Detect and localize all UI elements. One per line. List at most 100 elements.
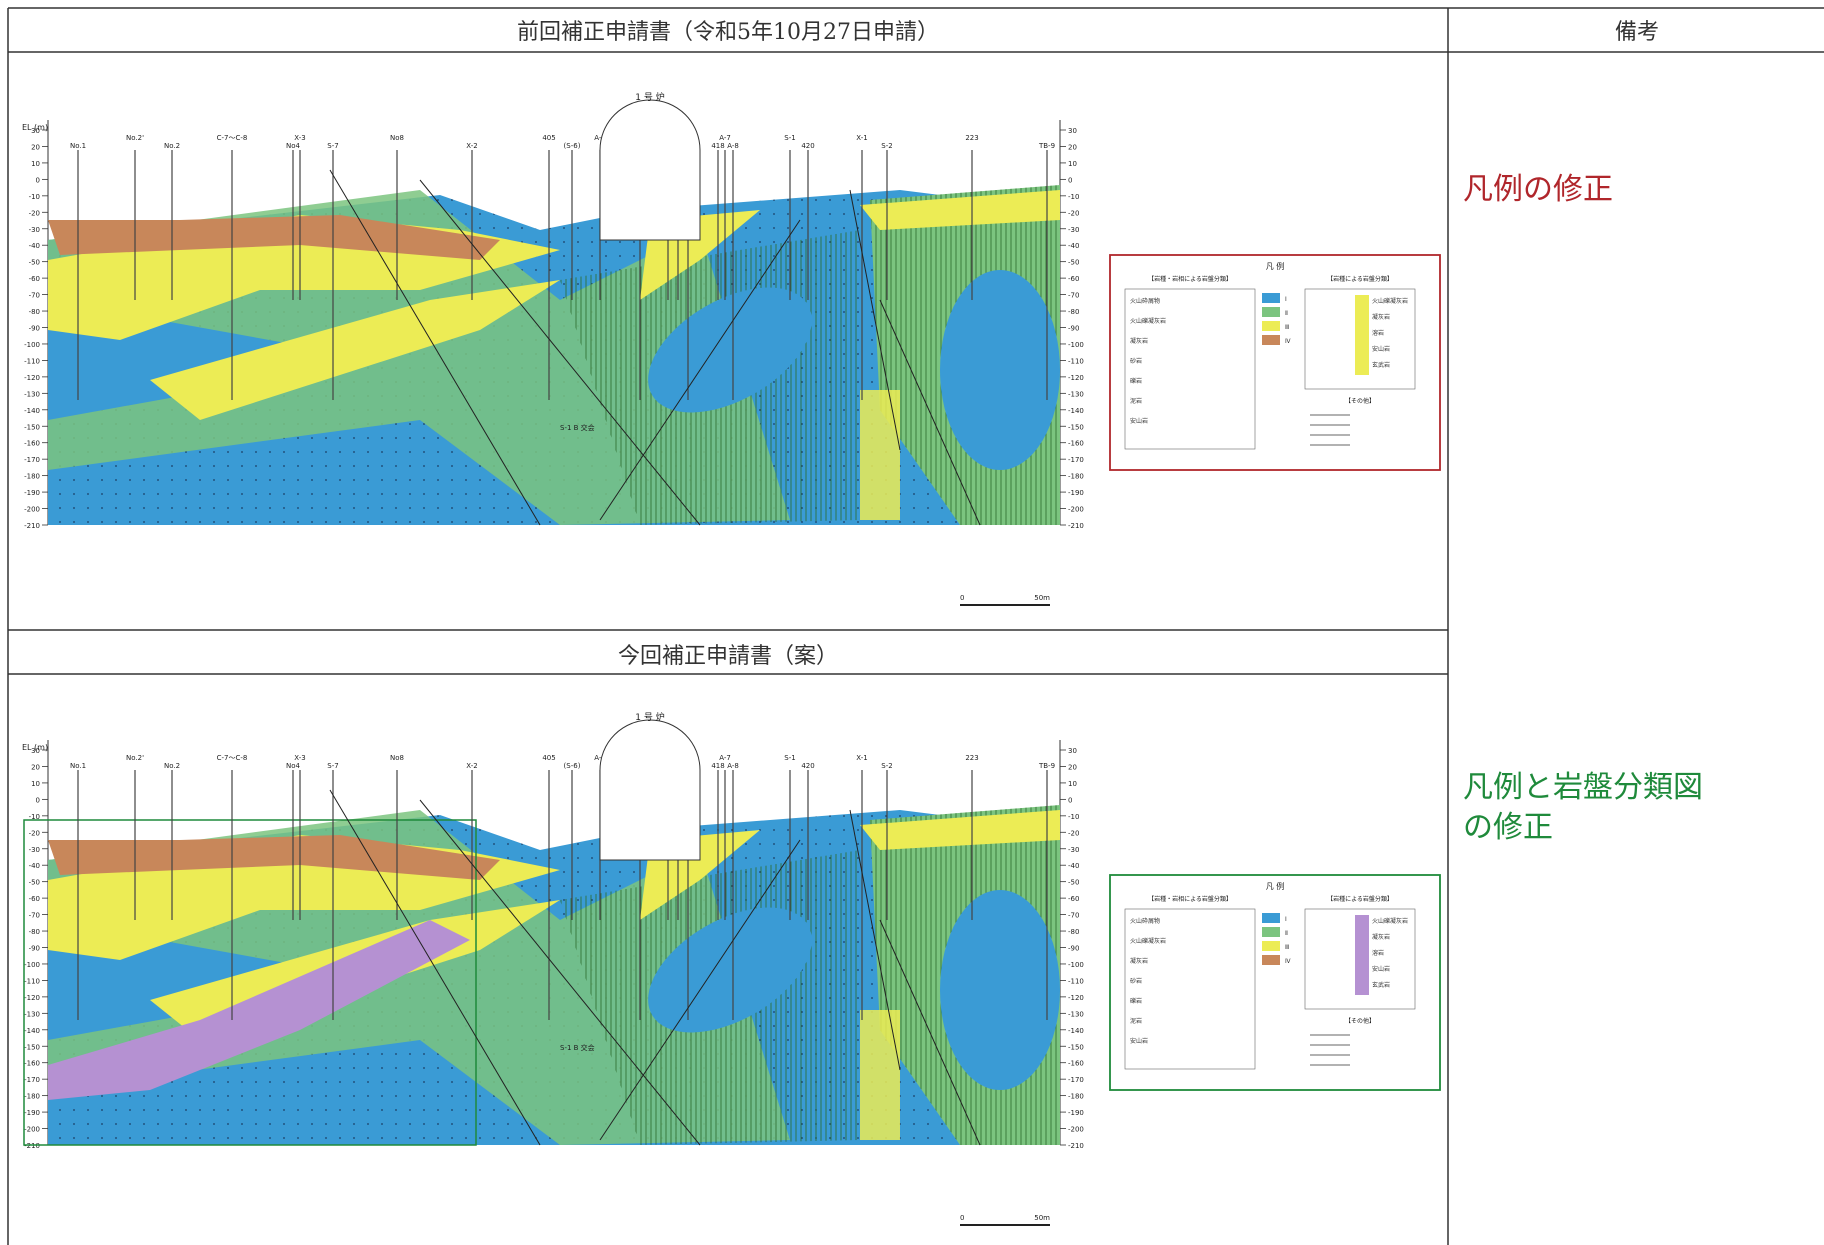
elevation-label-left: -160 — [24, 1060, 40, 1068]
remarks-header: 備考 — [1614, 20, 1659, 45]
borehole-label: X-2 — [466, 762, 477, 770]
elevation-label-right: -200 — [1068, 506, 1084, 514]
legend-row: 火山礫凝灰岩 — [1372, 917, 1408, 925]
elevation-label-right: -30 — [1068, 846, 1079, 854]
legend-row: 火山礫凝灰岩 — [1372, 297, 1408, 305]
elevation-label-right: -50 — [1068, 879, 1079, 887]
rock-class-purple — [48, 920, 470, 1100]
rock-class-yellow-strip — [860, 1010, 900, 1140]
elevation-label-left: -160 — [24, 440, 40, 448]
intersection-label: S-1 B 交会 — [560, 423, 595, 432]
legend-row: 泥岩 — [1130, 397, 1142, 405]
elevation-label-right: -50 — [1068, 259, 1079, 267]
elevation-label-left: -60 — [29, 275, 40, 283]
elevation-label-left: -190 — [24, 489, 40, 497]
legend-left-table — [1124, 288, 1256, 450]
elevation-label-left: -20 — [29, 209, 40, 217]
elevation-label-left: -180 — [24, 1093, 40, 1101]
legend-swatch-label: Ⅲ — [1285, 324, 1289, 331]
elevation-label-right: 30 — [1068, 747, 1077, 755]
borehole-label: No.2 — [164, 762, 180, 770]
legend-row: 安山岩 — [1130, 1037, 1148, 1045]
borehole-label: 418 — [711, 762, 724, 770]
rock-class-yellow-top — [860, 190, 1060, 230]
remark-legend-correction: 凡例の修正 — [1463, 172, 1613, 207]
elevation-label-right: -210 — [1068, 1142, 1084, 1150]
elevation-label-right: 30 — [1068, 127, 1077, 135]
legend-other-heading: 【その他】 — [1345, 397, 1375, 405]
elevation-label-right: -180 — [1068, 473, 1084, 481]
legend-row: 凝灰岩 — [1130, 957, 1148, 965]
rock-class-yellow-band — [150, 280, 560, 420]
elevation-label-left: -140 — [24, 1027, 40, 1035]
legend-row: 礫岩 — [1130, 377, 1142, 385]
elevation-label-right: -110 — [1068, 977, 1084, 985]
elevation-label-right: -80 — [1068, 308, 1079, 316]
elevation-label-right: 20 — [1068, 763, 1077, 771]
intersection-label: S-1 B 交会 — [560, 1043, 595, 1052]
legend-row: 安山岩 — [1372, 345, 1390, 353]
elevation-label-right: -130 — [1068, 1010, 1084, 1018]
elevation-label-right: -60 — [1068, 895, 1079, 903]
reactor-building — [599, 719, 701, 861]
elevation-label-left: -120 — [24, 994, 40, 1002]
rock-class-blue-lens — [48, 300, 380, 420]
elevation-label-right: -190 — [1068, 489, 1084, 497]
borehole-label: No.1 — [70, 142, 86, 150]
elevation-label-left: 20 — [31, 143, 40, 151]
borehole-label: S-7 — [327, 142, 338, 150]
reactor-building — [599, 99, 701, 241]
legend-swatch — [1262, 913, 1280, 923]
scale-end: 50m — [1034, 594, 1050, 602]
elevation-label-left: -80 — [29, 928, 40, 936]
borehole-label: 405 — [542, 134, 555, 142]
rock-class-green — [48, 190, 790, 525]
legend-row: 溶岩 — [1372, 329, 1384, 337]
elevation-label-left: -90 — [29, 325, 40, 333]
elevation-label-left: -110 — [24, 977, 40, 985]
borehole-label: C-7～C-8 — [217, 134, 248, 142]
elevation-label-right: 0 — [1068, 176, 1072, 184]
elevation-label-right: -180 — [1068, 1093, 1084, 1101]
legend-right-heading: 【岩種による岩盤分類】 — [1327, 275, 1393, 283]
elevation-label-left: -200 — [24, 1126, 40, 1134]
borehole-label: X-1 — [856, 134, 867, 142]
borehole-label: (S-6) — [564, 762, 581, 770]
elevation-label-right: -70 — [1068, 292, 1079, 300]
legend-row: 玄武岩 — [1372, 361, 1390, 369]
legend-swatch-label: Ⅳ — [1285, 958, 1291, 965]
rock-class-yellow-east — [640, 830, 760, 920]
borehole-label: 411 — [681, 754, 694, 762]
elevation-label-right: -130 — [1068, 390, 1084, 398]
borehole-label: 223 — [965, 134, 978, 142]
borehole-label: No.2' — [126, 754, 144, 762]
elevation-label-left: -180 — [24, 473, 40, 481]
borehole-label: A-2 — [594, 134, 606, 142]
borehole-label: S-2 — [881, 762, 892, 770]
elevation-label-right: -40 — [1068, 242, 1079, 250]
legend-right-heading: 【岩種による岩盤分類】 — [1327, 895, 1393, 903]
elevation-label-right: -150 — [1068, 1043, 1084, 1051]
legend-right-table — [1304, 908, 1416, 1010]
legend-row: 泥岩 — [1130, 1017, 1142, 1025]
rock-class-blue-oval-2 — [648, 287, 812, 413]
elevation-label-right: -20 — [1068, 209, 1079, 217]
legend-row: 安山岩 — [1372, 965, 1390, 973]
rock-class-blue-lens — [48, 920, 380, 1040]
elevation-label-left: -170 — [24, 1076, 40, 1084]
legend-swatch — [1262, 335, 1280, 345]
borehole-label: A-2 — [594, 754, 606, 762]
rock-class-green — [48, 810, 790, 1145]
legend-box — [1109, 874, 1441, 1091]
borehole-label: A-8 — [727, 142, 739, 150]
elevation-label-left: -30 — [29, 226, 40, 234]
fault-line — [419, 799, 701, 1146]
rock-class-orange — [48, 835, 500, 880]
legend-row: 凝灰岩 — [1372, 313, 1390, 321]
borehole-label: 418 — [711, 142, 724, 150]
elevation-label-right: -140 — [1068, 407, 1084, 415]
axis-title: EL (m) — [22, 743, 48, 752]
legend-row: 安山岩 — [1130, 417, 1148, 425]
